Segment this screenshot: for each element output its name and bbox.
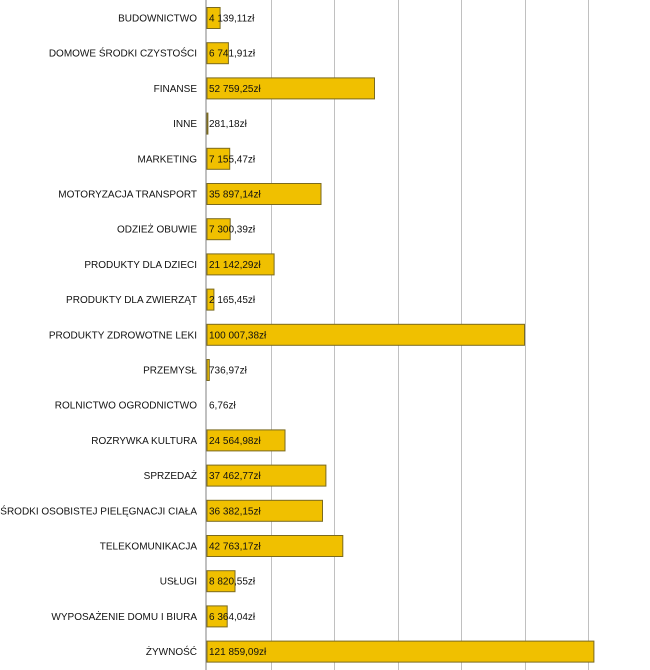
bar-13 — [206, 464, 327, 487]
value-label-8: 2 165,45zł — [209, 295, 256, 306]
category-label-18: ŻYWNOŚĆ — [146, 645, 197, 658]
bar-4 — [206, 147, 231, 170]
bar-1 — [206, 42, 229, 65]
category-label-7: PRODUKTY DLA DZIECI — [84, 260, 197, 271]
category-label-9: PRODUKTY ZDROWOTNE LEKI — [49, 330, 197, 341]
bar-17 — [206, 605, 228, 628]
category-label-layer: BUDOWNICTWO DOMOWE ŚRODKI CZYSTOŚCI FINANS… — [0, 14, 197, 659]
value-label-1: 6 741,91zł — [209, 49, 256, 60]
bar-3 — [206, 112, 209, 135]
category-label-0: BUDOWNICTWO — [118, 14, 197, 25]
value-label-9: 100 007,38zł — [209, 330, 267, 341]
bar-16 — [206, 570, 236, 593]
category-label-17: WYPOSAŻENIE DOMU I BIURA — [51, 610, 197, 623]
category-label-13: SPRZEDAŻ — [144, 469, 197, 482]
category-label-11: ROLNICTWO OGRODNICTWO — [55, 401, 197, 412]
bar-6 — [206, 218, 231, 241]
value-label-layer: 4 139,11zł 6 741,91zł 52 759,25zł 281,18zł 7… — [209, 14, 267, 659]
category-label-14: ŚRODKI OSOBISTEJ PIELĘGNACJI CIAŁA — [0, 504, 197, 517]
value-label-15: 42 763,17zł — [209, 542, 261, 553]
value-label-12: 24 564,98zł — [209, 436, 261, 447]
bar-2 — [206, 77, 375, 100]
value-label-17: 6 364,04zł — [209, 612, 256, 623]
value-label-3: 281,18zł — [209, 119, 248, 130]
bar-8 — [206, 288, 215, 311]
bar-15 — [206, 535, 344, 557]
value-label-13: 37 462,77zł — [209, 471, 261, 482]
category-label-12: ROZRYWKA KULTURA — [91, 436, 197, 447]
category-label-5: MOTORYZACJA TRANSPORT — [58, 190, 197, 201]
bar-10 — [206, 359, 210, 381]
value-label-11: 6,76zł — [209, 401, 236, 412]
bar-layer — [206, 7, 595, 663]
value-label-6: 7 300,39zł — [209, 225, 256, 236]
category-label-15: TELEKOMUNIKACJA — [100, 542, 198, 553]
bar-12 — [206, 429, 286, 452]
bar-0 — [206, 7, 221, 29]
bar-9 — [206, 323, 525, 346]
value-label-7: 21 142,29zł — [209, 260, 261, 271]
category-label-8: PRODUKTY DLA ZWIERZĄT — [66, 295, 197, 306]
bar-7 — [206, 253, 275, 276]
value-label-10: 736,97zł — [209, 366, 248, 377]
category-label-3: INNE — [173, 119, 197, 130]
category-label-6: ODZIEŻ OBUWIE — [117, 223, 197, 236]
category-label-10: PRZEMYSŁ — [143, 366, 197, 377]
value-label-4: 7 155,47zł — [209, 154, 256, 165]
category-label-16: USŁUGI — [160, 577, 197, 588]
value-label-5: 35 897,14zł — [209, 190, 261, 201]
bar-18 — [206, 640, 595, 663]
value-label-14: 36 382,15zł — [209, 506, 261, 517]
value-label-0: 4 139,11zł — [209, 14, 255, 25]
value-label-16: 8 820,55zł — [209, 577, 256, 588]
value-label-18: 121 859,09zł — [209, 647, 267, 658]
bar-14 — [206, 499, 323, 522]
value-label-2: 52 759,25zł — [209, 84, 261, 95]
bar-5 — [206, 183, 322, 205]
category-label-4: MARKETING — [138, 154, 198, 165]
category-label-1: DOMOWE ŚRODKI CZYSTOŚCI — [49, 47, 197, 60]
category-label-2: FINANSE — [154, 84, 198, 95]
